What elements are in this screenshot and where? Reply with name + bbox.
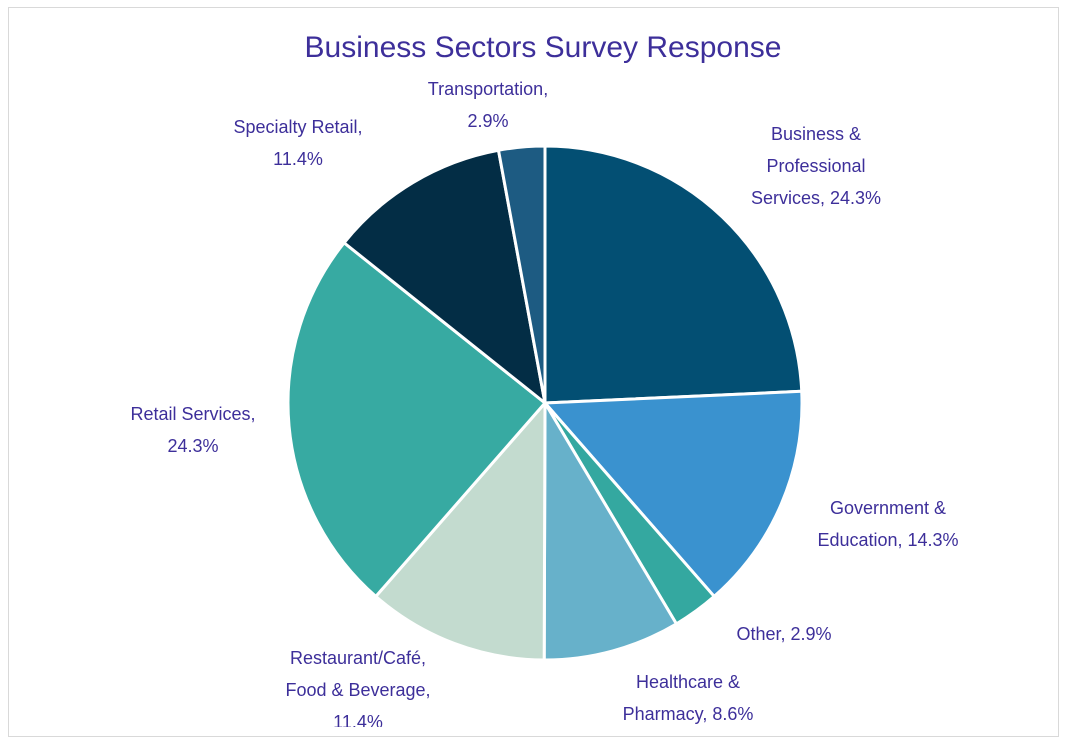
slice-label: Specialty Retail, 11.4% xyxy=(233,117,362,169)
slice-label: Business & Professional Services, 24.3% xyxy=(751,124,881,208)
pie-slice xyxy=(543,389,804,598)
slice-label: Government & Education, 14.3% xyxy=(817,498,958,550)
pie-slice xyxy=(286,241,547,598)
slice-label: Transportation, 2.9% xyxy=(428,79,548,131)
slice-label: Healthcare & Pharmacy, 8.6% xyxy=(623,672,754,724)
pie-slice xyxy=(543,144,804,405)
pie-slice xyxy=(342,148,547,405)
pie-slice xyxy=(542,401,678,662)
slice-label: Other, 2.9% xyxy=(736,624,831,644)
slice-label: Retail Services, 24.3% xyxy=(130,404,255,456)
chart-title: Business Sectors Survey Response xyxy=(304,31,782,64)
slice-label: Restaurant/Café, Food & Beverage, 11.4% xyxy=(285,648,430,727)
pie-slice xyxy=(374,401,547,662)
pie-slice xyxy=(496,144,547,405)
